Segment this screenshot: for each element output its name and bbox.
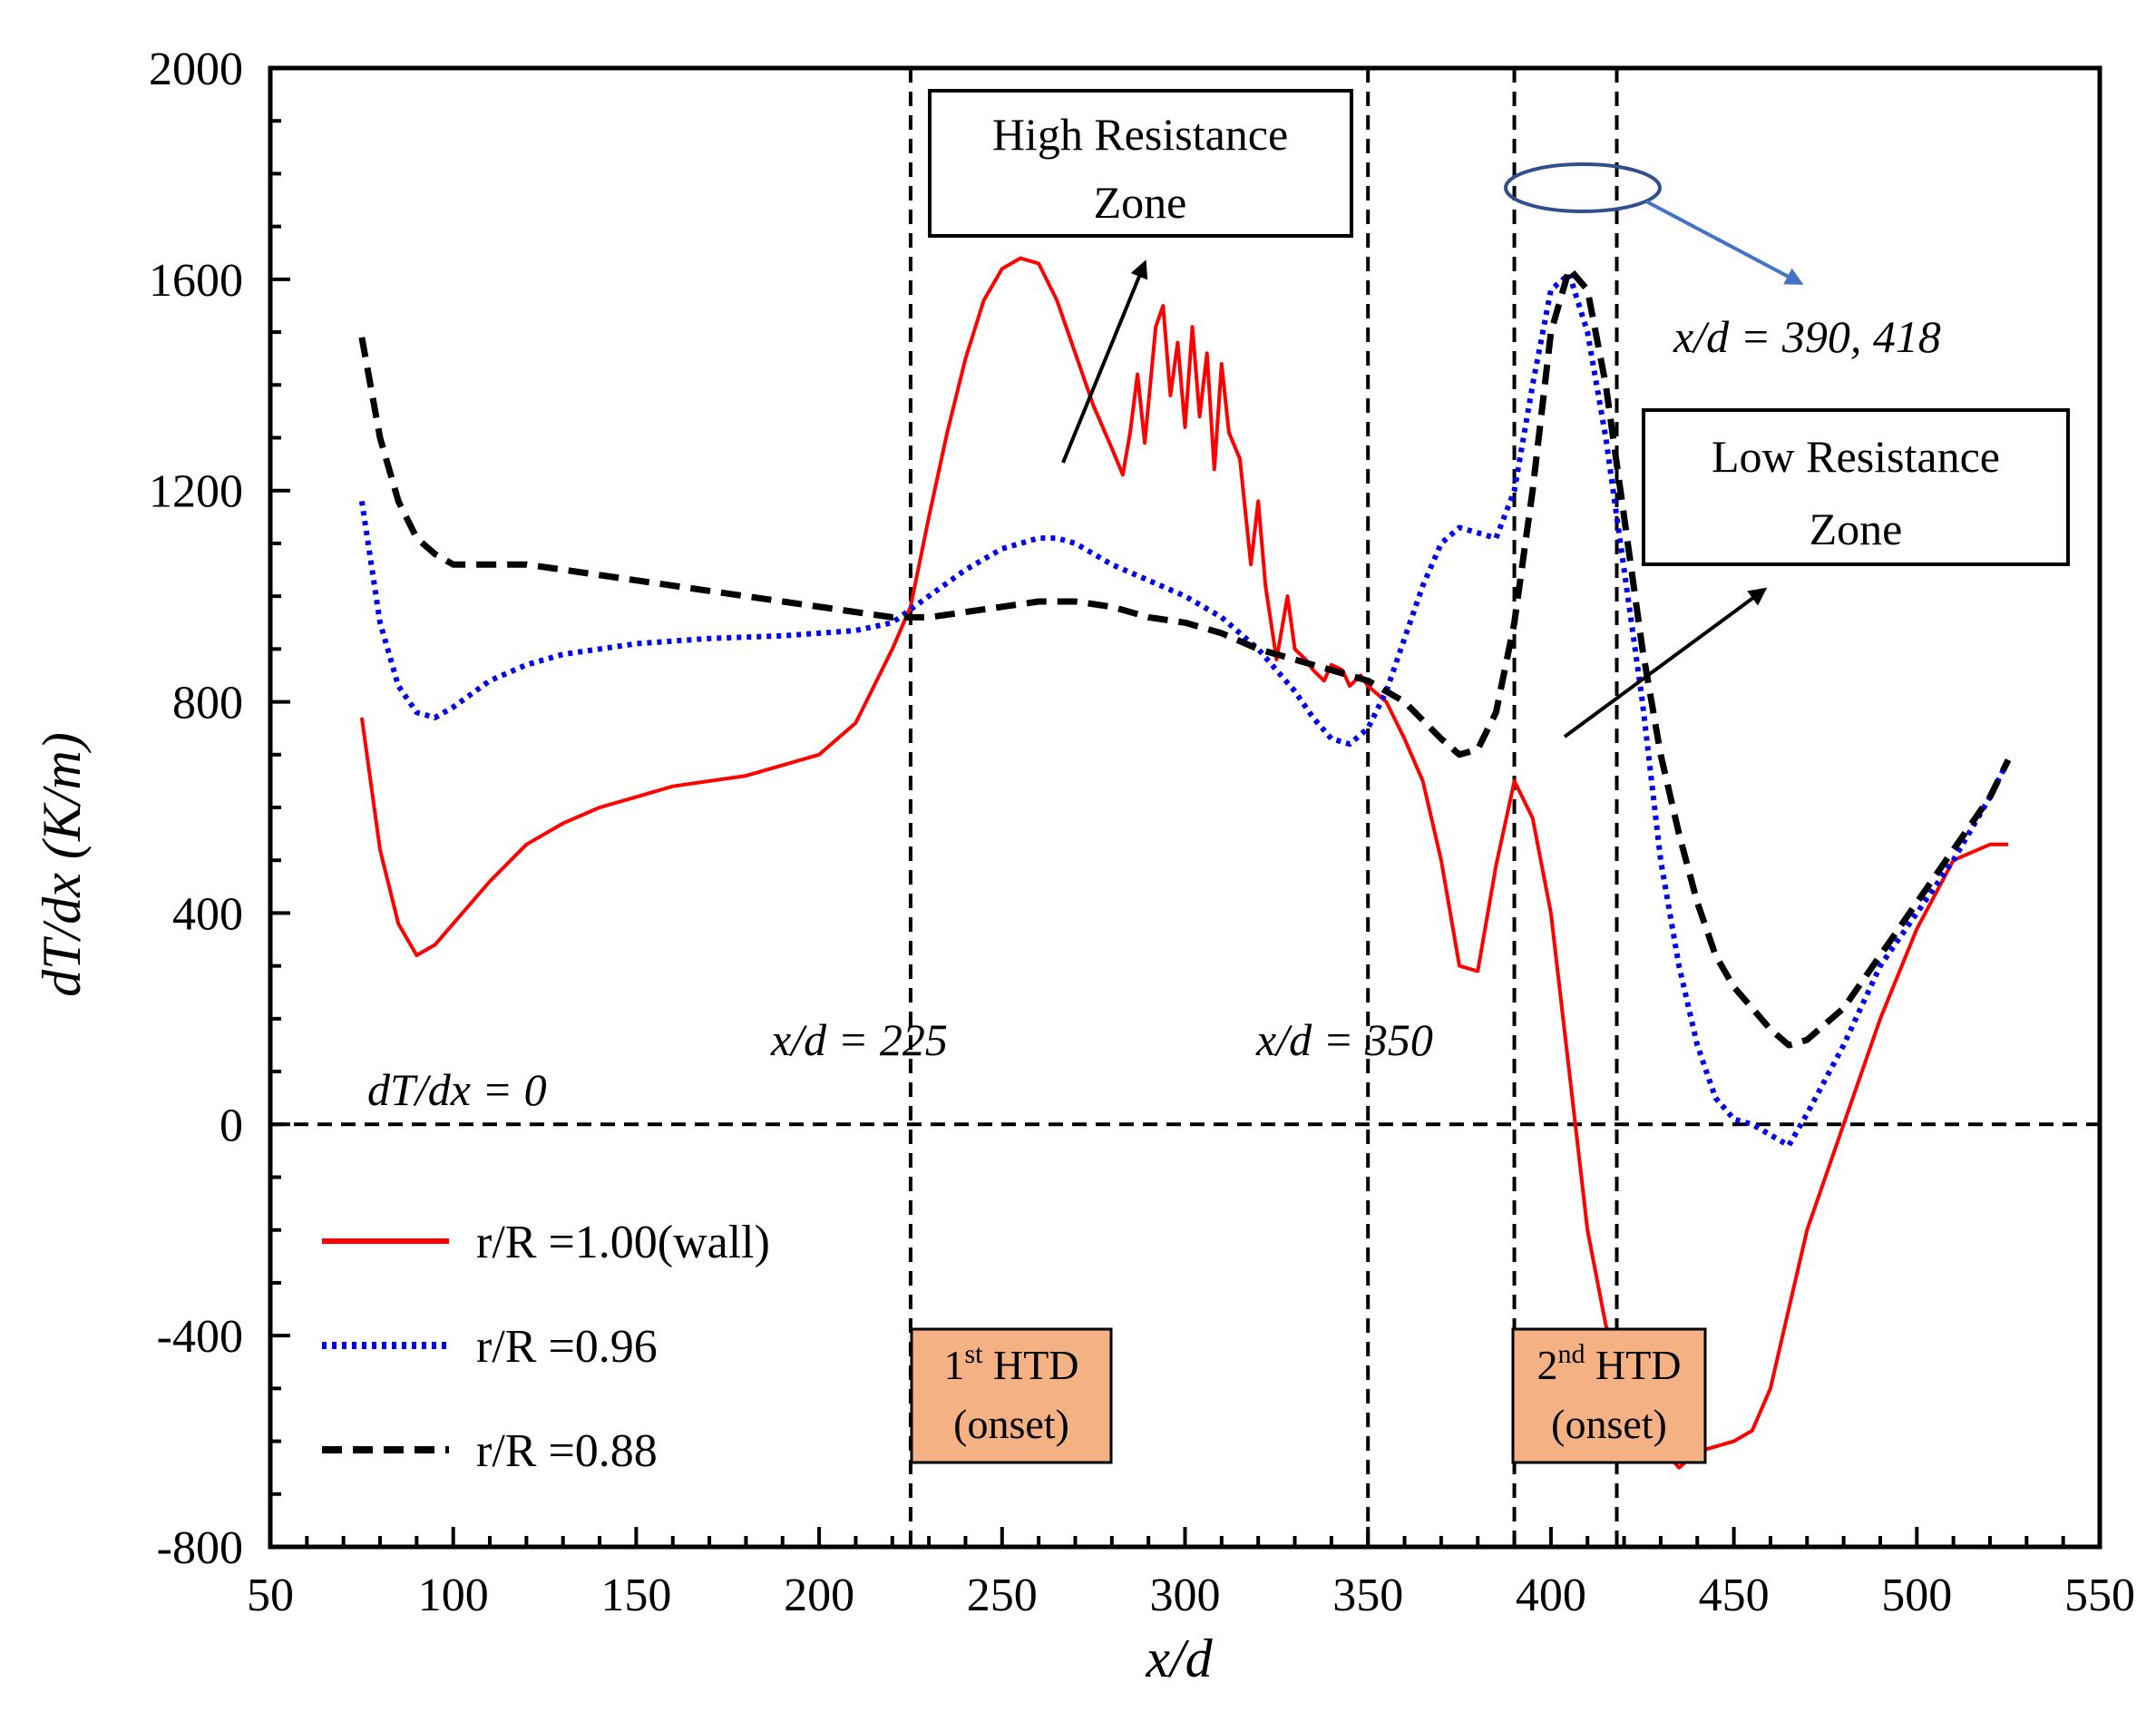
y-tick-label: 1200	[149, 466, 243, 518]
y-tick-label: 800	[172, 678, 243, 729]
low-resistance-arrow	[1563, 587, 1768, 739]
y-tick-label: 1600	[149, 255, 243, 307]
vline-225-label: x/d = 225	[770, 1014, 948, 1065]
htd2-onset: (onset)	[1551, 1401, 1667, 1447]
x-tick-label: 100	[418, 1570, 489, 1621]
x-tick-label: 350	[1332, 1570, 1403, 1621]
y-axis-title-text: dT/dx (K/m)	[32, 732, 92, 997]
y-tick-label: 400	[172, 888, 243, 940]
x-axis-title: x/d	[1145, 1629, 1213, 1688]
htd1-box	[910, 1327, 1113, 1464]
tick-labels: 50 100 150 200 250 300 350 400 450 500 550 -800 -400…	[149, 44, 2135, 1621]
y-axis-title: dT/dx (K/m)	[32, 732, 92, 997]
htd1-label: 1st HTD	[943, 1339, 1078, 1388]
htd2-num: 2	[1537, 1342, 1557, 1388]
y-tick-label: -800	[157, 1522, 243, 1574]
high-resistance-line1: High Resistance	[992, 109, 1288, 160]
low-resistance-line2: Zone	[1810, 504, 1903, 554]
peak-pointer-arrow	[1645, 200, 1804, 285]
htd2-box	[1511, 1327, 1707, 1464]
legend-label-2: r/R =0.88	[476, 1425, 658, 1477]
peak-highlight-ellipse	[1504, 162, 1662, 213]
axis-ticks	[268, 66, 2102, 1549]
low-resistance-line1: Low Resistance	[1712, 431, 2000, 482]
x-tick-label: 450	[1699, 1570, 1770, 1621]
legend: r/R =1.00(wall) r/R =0.96 r/R =0.88	[322, 1217, 770, 1477]
y-tick-label: 0	[220, 1100, 243, 1151]
htd1-sup: st	[964, 1339, 983, 1369]
high-resistance-line2: Zone	[1094, 177, 1187, 228]
low-resistance-box	[1642, 408, 2070, 566]
htd2-label: 2nd HTD	[1537, 1339, 1681, 1388]
reference-lines	[270, 68, 2100, 1547]
vline-350-label: x/d = 350	[1255, 1014, 1433, 1065]
legend-label-1: r/R =0.96	[476, 1321, 658, 1373]
x-tick-label: 250	[967, 1570, 1038, 1621]
series-line-2	[358, 265, 2012, 1049]
high-resistance-arrow	[1061, 259, 1148, 464]
legend-label-0: r/R =1.00(wall)	[476, 1217, 770, 1268]
peaks-label: x/d = 390, 418	[1673, 311, 1941, 362]
x-tick-label: 50	[247, 1570, 294, 1621]
x-tick-label: 200	[784, 1570, 854, 1621]
x-tick-label: 550	[2064, 1570, 2135, 1621]
htd2-word: HTD	[1585, 1342, 1681, 1388]
htd1-word: HTD	[982, 1342, 1078, 1388]
htd1-onset: (onset)	[953, 1401, 1069, 1447]
x-tick-label: 150	[600, 1570, 671, 1621]
htd1-num: 1	[943, 1342, 964, 1388]
series-line-1	[358, 271, 2011, 1149]
y-tick-label: -400	[157, 1311, 243, 1363]
zero-line-label: dT/dx = 0	[367, 1064, 547, 1115]
y-tick-label: 2000	[149, 44, 243, 95]
high-resistance-box	[928, 89, 1353, 238]
x-tick-label: 300	[1150, 1570, 1221, 1621]
x-tick-label: 500	[1881, 1570, 1952, 1621]
x-tick-label: 400	[1516, 1570, 1586, 1621]
htd2-sup: nd	[1557, 1339, 1585, 1369]
